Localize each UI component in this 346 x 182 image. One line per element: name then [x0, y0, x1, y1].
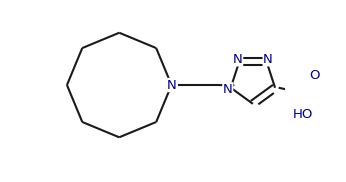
Text: HO: HO: [292, 108, 313, 121]
Text: N: N: [263, 53, 273, 66]
Text: O: O: [309, 69, 320, 82]
Text: N: N: [233, 53, 243, 66]
Text: N: N: [223, 83, 233, 96]
Text: N: N: [167, 78, 176, 92]
